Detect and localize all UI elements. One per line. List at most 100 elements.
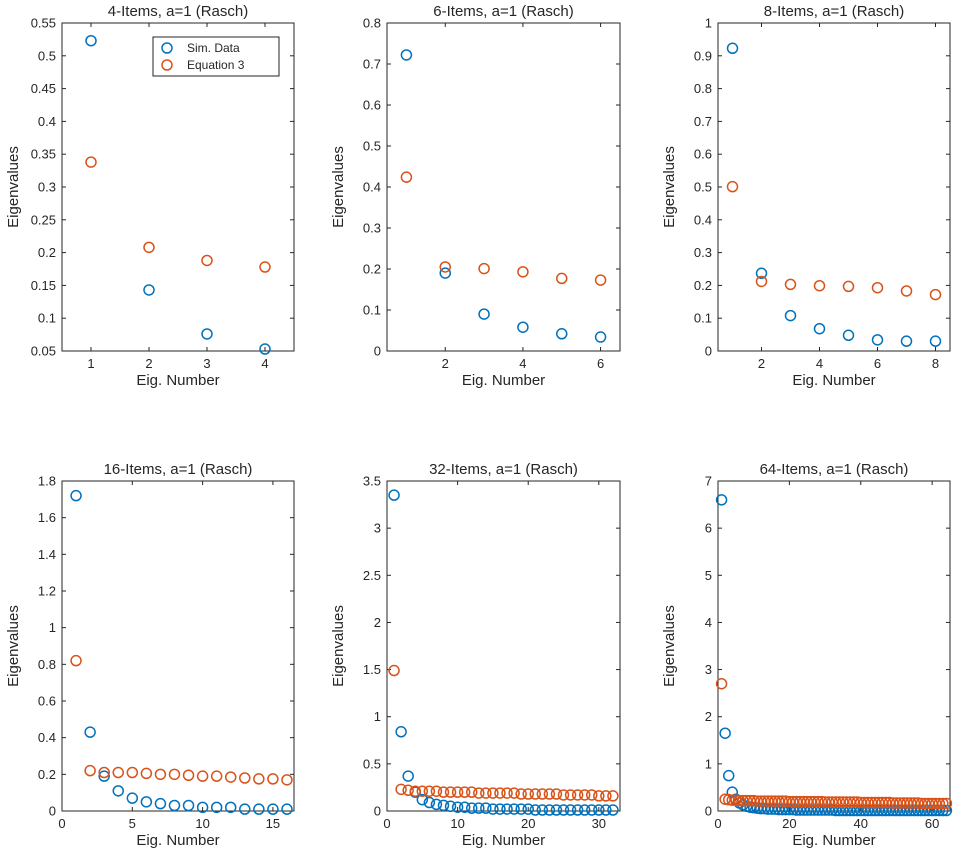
x-tick-label: 6 [874, 356, 881, 371]
sim-data-marker [423, 796, 436, 809]
y-tick-label: 0.35 [31, 147, 56, 162]
sim-data-marker [747, 801, 760, 814]
y-tick-label: 0.6 [38, 694, 56, 709]
y-tick-label: 1 [705, 756, 712, 771]
sim-data-marker [571, 804, 584, 816]
sim-data-marker [726, 42, 739, 55]
sim-data-marker [564, 804, 577, 816]
sim-data-marker [487, 803, 499, 815]
equation-3-marker [508, 787, 520, 799]
sim-data-marker [578, 804, 591, 816]
equation-3-marker [416, 785, 429, 797]
equation-3-marker [196, 770, 209, 782]
y-tick-label: 0.2 [38, 767, 56, 782]
sim-data-marker [557, 804, 570, 816]
equation-3-marker [140, 767, 153, 780]
equation-3-marker [784, 278, 797, 291]
y-tick-label: 0.6 [363, 98, 381, 113]
sim-data-marker [388, 489, 400, 501]
sim-data-marker [473, 802, 485, 814]
y-tick-label: 1.5 [363, 662, 381, 677]
sim-data-marker [508, 803, 520, 815]
equation-3-marker [112, 766, 124, 779]
sim-data-marker [444, 800, 457, 813]
x-tick-label: 4 [261, 356, 268, 371]
equation-3-marker [253, 773, 265, 785]
y-tick-label: 0.8 [694, 81, 712, 96]
sim-data-marker [543, 804, 556, 816]
equation-3-marker [529, 788, 542, 800]
equation-3-marker [423, 785, 436, 797]
x-tick-label: 40 [854, 816, 868, 831]
equation-3-marker [451, 786, 464, 798]
equation-3-marker [871, 281, 884, 294]
sim-data-marker [522, 803, 534, 815]
equation-3-marker [439, 261, 451, 273]
sim-data-marker [529, 804, 542, 816]
equation-3-marker [210, 770, 223, 782]
y-tick-label: 0.5 [363, 756, 381, 771]
y-axis-label: Eigenvalues [5, 605, 22, 687]
sim-data-marker [517, 321, 529, 333]
equation-3-marker [556, 272, 568, 285]
sim-data-marker [593, 804, 605, 816]
sim-data-marker [112, 785, 124, 797]
x-tick-label: 15 [266, 816, 280, 831]
equation-3-marker [239, 772, 251, 784]
equation-3-marker [201, 254, 213, 267]
sim-data-marker [98, 770, 110, 782]
sim-data-marker [416, 793, 429, 806]
equation-3-marker [543, 788, 556, 800]
y-tick-label: 0.5 [694, 180, 712, 195]
plot-area [386, 22, 621, 352]
equation-3-marker [259, 261, 271, 273]
sim-data-marker [556, 328, 568, 340]
y-tick-label: 0.4 [38, 730, 56, 745]
x-tick-label: 10 [195, 816, 209, 831]
sim-data-marker [437, 799, 450, 812]
equation-3-marker [85, 156, 97, 168]
x-tick-label: 2 [758, 356, 765, 371]
y-tick-label: 0.4 [694, 212, 712, 227]
sim-data-marker [600, 804, 612, 816]
equation-3-marker [224, 771, 237, 783]
sim-data-marker [267, 803, 279, 815]
y-axis-label: Eigenvalues [5, 146, 22, 228]
equation-3-marker [900, 285, 913, 297]
equation-3-marker [722, 793, 735, 806]
y-tick-label: 0.05 [31, 344, 56, 359]
sim-data-marker [900, 335, 913, 347]
chart-title: 8-Items, a=1 (Rasch) [764, 3, 904, 20]
legend-marker [161, 59, 173, 71]
equation-3-marker [517, 266, 529, 278]
equation-3-marker [586, 789, 598, 801]
y-tick-label: 0.3 [363, 221, 381, 236]
sim-data-marker [594, 331, 607, 343]
equation-3-marker [267, 773, 279, 785]
equation-3-marker [400, 171, 413, 183]
y-tick-label: 3 [374, 521, 381, 536]
equation-3-marker [719, 793, 731, 805]
x-tick-label: 4 [816, 356, 823, 371]
equation-3-marker [564, 789, 577, 801]
sim-data-marker [451, 801, 464, 813]
sim-data-marker [281, 803, 293, 815]
legend-marker [161, 42, 173, 54]
sim-data-marker [784, 309, 797, 322]
y-axis-label: Eigenvalues [330, 146, 347, 228]
y-tick-label: 0.6 [694, 147, 712, 162]
equation-3-marker [522, 788, 534, 800]
sim-data-marker [755, 267, 768, 280]
y-axis-label: Eigenvalues [661, 146, 678, 228]
x-tick-label: 30 [592, 816, 606, 831]
y-tick-label: 5 [705, 568, 712, 583]
equation-3-marker [395, 783, 407, 796]
sim-data-marker [84, 726, 96, 738]
sim-data-marker [480, 802, 492, 814]
y-tick-label: 0.8 [38, 657, 56, 672]
y-tick-label: 2.5 [363, 568, 381, 583]
sim-data-marker [536, 804, 549, 816]
sim-data-marker [201, 328, 213, 340]
y-tick-label: 0.1 [363, 303, 381, 318]
